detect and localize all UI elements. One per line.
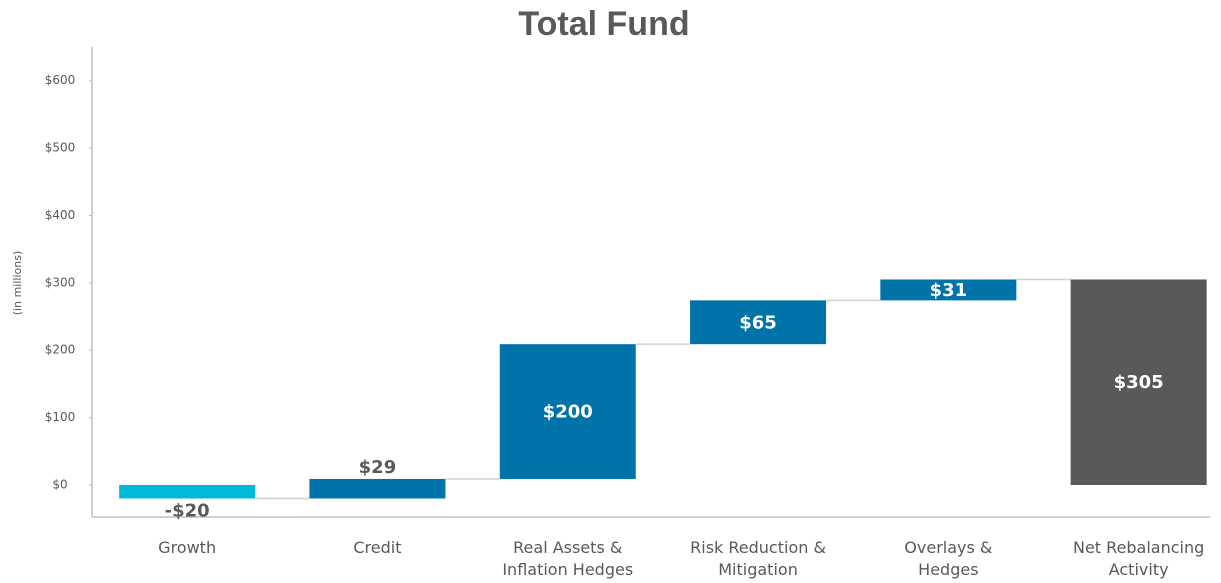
y-tick-label: $400 — [45, 208, 76, 222]
chart-title: Total Fund — [518, 5, 689, 43]
y-tick-label: $600 — [45, 73, 76, 87]
bar — [880, 279, 1017, 301]
y-axis-label: (in millions) — [11, 251, 24, 315]
value-label: $65 — [739, 312, 777, 333]
bar — [499, 344, 636, 479]
bar — [119, 485, 256, 499]
x-tick-label: Risk Reduction & Mitigation — [690, 538, 826, 579]
x-tick-label: Net Rebalancing Activity — [1072, 538, 1205, 579]
y-tick-label: $200 — [45, 343, 76, 357]
x-tick-label: Growth — [158, 538, 217, 557]
value-label: $29 — [359, 457, 397, 478]
y-tick-label: $0 — [52, 478, 67, 492]
x-tick-label: Real Assets & Inflation Hedges — [502, 538, 634, 579]
bar — [309, 478, 446, 499]
y-tick-label: $500 — [45, 141, 76, 155]
x-tick-label: Overlays & Hedges — [904, 538, 993, 579]
bar — [1070, 279, 1207, 486]
bar — [690, 300, 827, 345]
value-label: $31 — [930, 280, 968, 301]
value-label: -$20 — [165, 500, 210, 521]
y-tick-label: $300 — [45, 275, 76, 289]
x-tick-label: Credit — [353, 538, 402, 557]
value-label: $305 — [1114, 372, 1164, 393]
y-tick-label: $100 — [45, 410, 76, 424]
value-label: $200 — [543, 402, 593, 423]
